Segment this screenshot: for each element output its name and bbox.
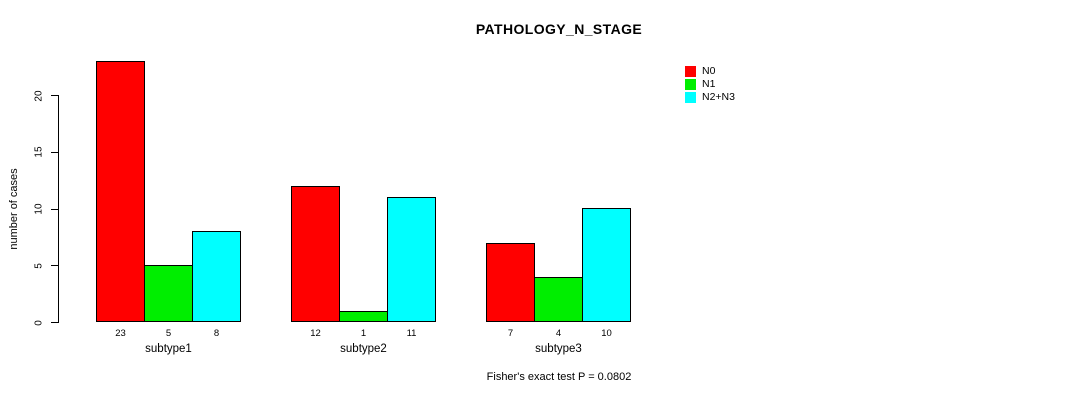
legend-row-N1: N1 bbox=[685, 78, 735, 91]
bar-value-label: 5 bbox=[165, 328, 172, 339]
legend-row-N0: N0 bbox=[685, 65, 735, 78]
bar-N1-subtype3 bbox=[534, 277, 583, 322]
legend-swatch-icon bbox=[685, 66, 696, 77]
chart-title: PATHOLOGY_N_STAGE bbox=[475, 21, 643, 37]
y-tick-label: 15 bbox=[33, 146, 45, 158]
bar-value-label: 12 bbox=[310, 328, 321, 339]
bar-N2+N3-subtype3 bbox=[582, 208, 631, 322]
legend: N0 N1 N2+N3 bbox=[685, 65, 735, 104]
bar-value-label: 11 bbox=[406, 328, 417, 339]
bar-value-label: 10 bbox=[601, 328, 612, 339]
bar-N0-subtype1 bbox=[96, 61, 145, 322]
y-axis-label: number of cases bbox=[8, 168, 20, 250]
bar-value-label: 7 bbox=[507, 328, 514, 339]
y-tick-mark bbox=[51, 322, 58, 323]
legend-swatch-icon bbox=[685, 79, 696, 90]
bar-N1-subtype2 bbox=[339, 311, 388, 322]
bar-value-label: 1 bbox=[360, 328, 367, 339]
y-tick-label: 0 bbox=[33, 319, 45, 326]
y-tick-mark bbox=[51, 151, 58, 153]
y-axis-line bbox=[58, 95, 59, 323]
bar-value-label: 23 bbox=[115, 328, 126, 339]
bar-N2+N3-subtype2 bbox=[387, 197, 436, 322]
bar-N1-subtype1 bbox=[144, 265, 193, 322]
legend-row-N2+N3: N2+N3 bbox=[685, 91, 735, 104]
footnote: Fisher's exact test P = 0.0802 bbox=[486, 371, 632, 383]
category-label-subtype1: subtype1 bbox=[145, 343, 192, 355]
category-label-subtype2: subtype2 bbox=[340, 343, 387, 355]
category-label-subtype3: subtype3 bbox=[535, 343, 582, 355]
legend-swatch-icon bbox=[685, 92, 696, 103]
y-tick-label: 5 bbox=[33, 262, 45, 269]
bar-N2+N3-subtype1 bbox=[192, 231, 241, 322]
bar-N0-subtype3 bbox=[486, 243, 535, 322]
bar-N0-subtype2 bbox=[291, 186, 340, 322]
legend-label: N0 bbox=[702, 65, 716, 77]
legend-label: N1 bbox=[702, 78, 716, 90]
legend-label: N2+N3 bbox=[702, 91, 735, 103]
y-tick-mark bbox=[51, 95, 58, 96]
bar-value-label: 4 bbox=[555, 328, 562, 339]
y-tick-mark bbox=[51, 208, 58, 210]
y-tick-label: 20 bbox=[33, 89, 45, 102]
bar-value-label: 8 bbox=[213, 328, 220, 339]
y-tick-label: 10 bbox=[33, 203, 45, 215]
y-tick-mark bbox=[51, 265, 58, 267]
